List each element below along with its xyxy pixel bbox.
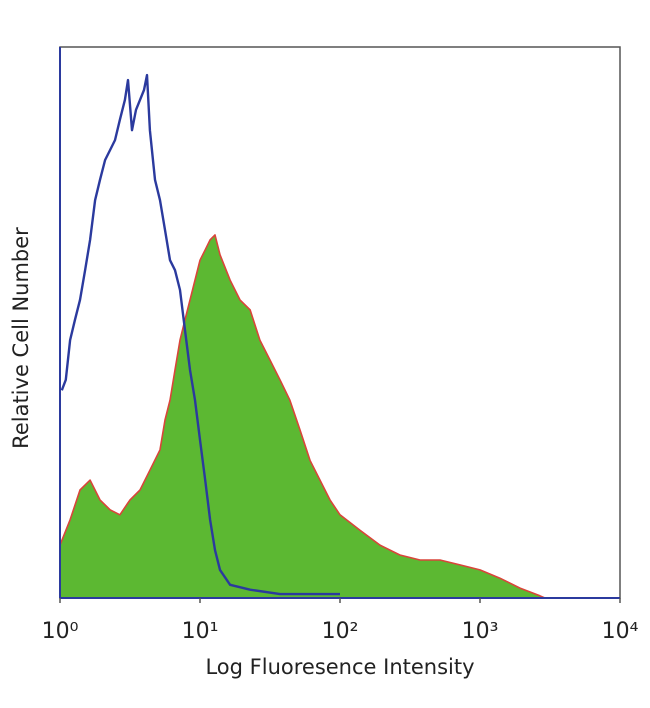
x-tick-label: 10² (322, 619, 359, 644)
x-tick-label: 10³ (462, 619, 499, 644)
x-tick-label: 10⁰ (42, 619, 79, 644)
y-axis-title: Relative Cell Number (9, 227, 33, 449)
series-line (60, 73, 340, 596)
area-fill (60, 234, 545, 598)
x-axis-title: Log Fluoresence Intensity (205, 655, 474, 679)
series-line (59, 234, 546, 599)
x-tick-label: 10⁴ (602, 619, 639, 644)
x-tick-label: 10¹ (182, 619, 219, 644)
